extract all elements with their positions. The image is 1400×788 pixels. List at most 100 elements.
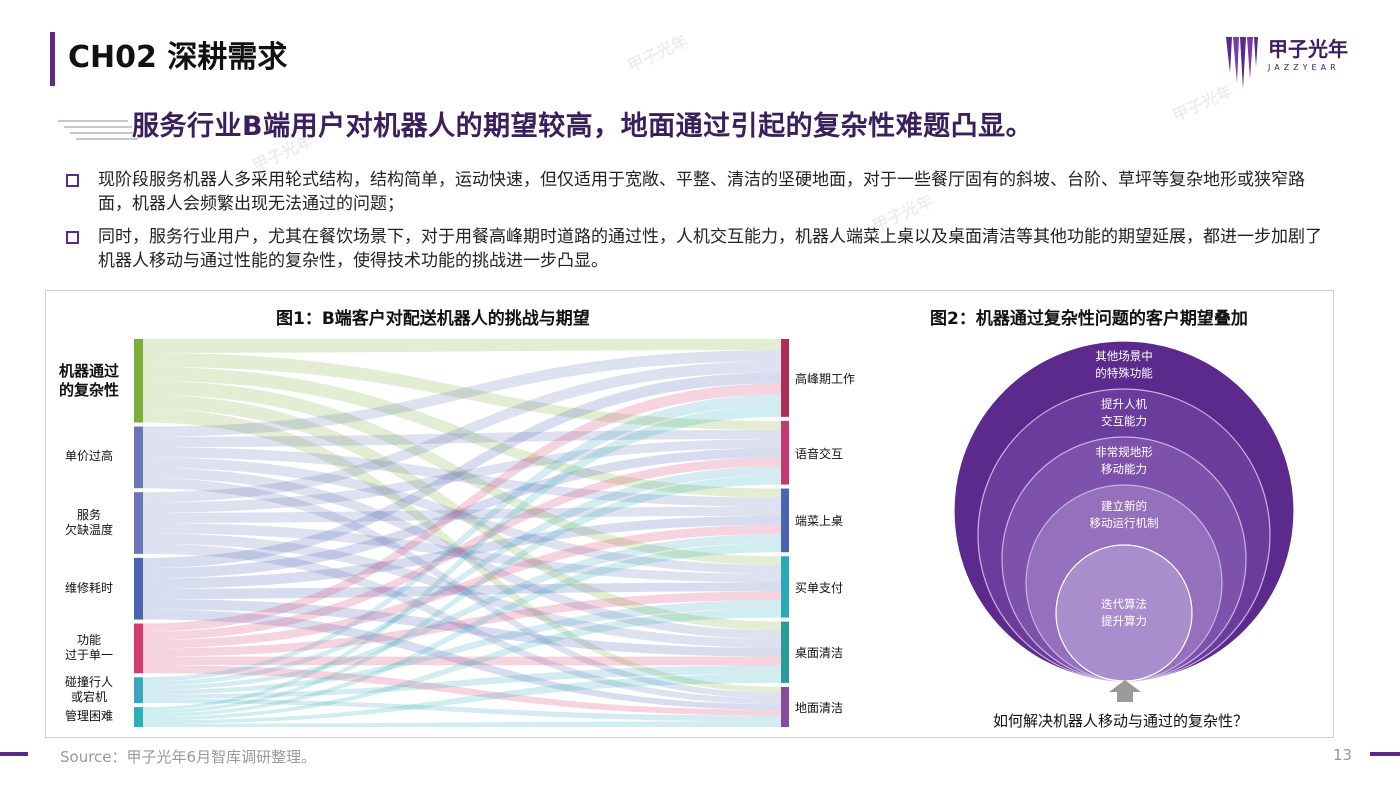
- sankey-target-label: 桌面清洁: [795, 646, 844, 661]
- sankey-target-label: 地面清洁: [795, 700, 844, 715]
- sankey-diagram: [134, 339, 789, 727]
- sankey-flow: [143, 408, 781, 693]
- expectation-layer-label: 迭代算法 提升算力: [1101, 597, 1147, 628]
- sankey-source-label: 管理困难: [64, 709, 113, 724]
- sankey-flow: [143, 439, 781, 513]
- sankey-flow: [143, 591, 781, 657]
- sankey-flow: [143, 608, 781, 721]
- sankey-flow: [143, 447, 781, 507]
- sankey-target-node: [781, 556, 789, 618]
- source-note: Source：甲子光年6月智库调研整理。: [60, 748, 317, 766]
- sankey-source-label: 功能 过于单一: [64, 633, 113, 663]
- sankey-source-label: 单价过高: [64, 449, 113, 464]
- expectation-layer-label: 提升人机 交互能力: [1101, 397, 1147, 428]
- sankey-target-node: [781, 686, 789, 727]
- sankey-flow: [143, 665, 781, 699]
- expectation-layer-label: 其他场景中 的特殊功能: [1095, 349, 1153, 380]
- sankey-flow: [143, 582, 781, 599]
- sankey-source-label: 机器通过 的复杂性: [58, 361, 119, 399]
- sankey-flow: [143, 380, 781, 565]
- sankey-flow: [143, 598, 781, 657]
- sankey-flow: [143, 383, 781, 632]
- square-bullet-icon: [66, 231, 79, 244]
- sankey-flow: [143, 534, 781, 691]
- sankey-flow: [143, 674, 781, 724]
- sankey-flow: [143, 600, 781, 695]
- watermark: 甲子光年: [624, 31, 691, 76]
- sankey-source-node: [134, 677, 143, 704]
- sankey-flow: [143, 506, 781, 524]
- sankey-target-node: [781, 621, 789, 683]
- sankey-flow: [143, 405, 781, 711]
- sankey-flow: [143, 366, 781, 498]
- sankey-source-label: 维修耗时: [64, 580, 113, 595]
- sankey-flow: [143, 350, 781, 437]
- sankey-flow: [143, 372, 781, 569]
- bullet-text: 现阶段服务机器人多采用轮式结构，结构简单，运动快速，但仅适用于宽敞、平整、清洁的…: [98, 170, 1305, 214]
- bullet-item: 同时，服务行业用户，尤其在餐饮场景下，对于用餐高峰期时道路的通过性，人机交互能力…: [66, 225, 1336, 273]
- sankey-flow: [143, 524, 781, 649]
- bullet-list: 现阶段服务机器人多采用轮式结构，结构简单，运动快速，但仅适用于宽敞、平整、清洁的…: [66, 168, 1336, 282]
- sankey-flow: [143, 429, 781, 448]
- headline: 服务行业B端用户对机器人的期望较高，地面通过引起的复杂性难题凸显。: [132, 111, 1034, 142]
- nested-circles-diagram: [953, 340, 1295, 682]
- figure1-title: 图1：B端客户对配送机器人的挑战与期望: [276, 309, 590, 329]
- sankey-target-node: [781, 488, 789, 553]
- sankey-target-label: 买单支付: [795, 580, 844, 595]
- page-number: 13: [1333, 746, 1353, 764]
- sankey-target-node: [781, 339, 789, 417]
- chapter-accent-bar: [50, 32, 55, 86]
- sankey-source-node: [134, 557, 143, 620]
- sankey-source-node: [134, 492, 143, 554]
- footer-accent-left: [0, 752, 28, 756]
- up-arrow-icon: [1109, 680, 1141, 702]
- sankey-target-label: 高峰期工作: [795, 371, 856, 386]
- sankey-flow: [143, 477, 781, 699]
- sankey-source-label: 服务 欠缺温度: [64, 508, 113, 538]
- brand-logo-english: JAZZYEAR: [1268, 63, 1340, 72]
- sankey-flow: [143, 543, 781, 718]
- sankey-flow: [143, 523, 781, 583]
- sankey-flow: [143, 394, 781, 631]
- sankey-flow: [143, 361, 781, 503]
- sankey-flow: [143, 543, 781, 705]
- sankey-flow: [143, 533, 781, 648]
- sankey-target-label: 端菜上桌: [795, 514, 844, 529]
- expectation-layer-label: 建立新的 移动运行机制: [1089, 499, 1159, 530]
- sankey-flow: [143, 475, 781, 714]
- sankey-flow: [143, 656, 781, 666]
- bullet-item: 现阶段服务机器人多采用轮式结构，结构简单，运动快速，但仅适用于宽敞、平整、清洁的…: [66, 168, 1336, 216]
- sankey-source-node: [134, 339, 143, 423]
- footer-accent-right: [1370, 752, 1400, 756]
- sankey-flow: [143, 466, 781, 686]
- brand-logo-name: 甲子光年: [1268, 37, 1348, 61]
- figure-panel: 图1：B端客户对配送机器人的挑战与期望 图2：机器通过复杂性问题的客户期望叠加 …: [45, 290, 1334, 738]
- sankey-source-node: [134, 623, 143, 674]
- sankey-flow: [143, 339, 781, 353]
- chapter-title: CH02 深耕需求: [68, 40, 288, 75]
- sankey-flow: [143, 664, 781, 716]
- sankey-flow: [143, 609, 781, 710]
- sankey-target-node: [781, 420, 789, 485]
- sankey-flow: [143, 457, 781, 574]
- sankey-flow: [143, 457, 781, 641]
- bullet-text: 同时，服务行业用户，尤其在餐饮场景下，对于用餐高峰期时道路的通过性，人机交互能力…: [98, 227, 1322, 271]
- square-bullet-icon: [66, 174, 79, 187]
- figure2-question: 如何解决机器人移动与通过的复杂性？: [993, 712, 1249, 730]
- sankey-target-label: 语音交互: [795, 446, 844, 461]
- figure2-title: 图2：机器通过复杂性问题的客户期望叠加: [930, 309, 1248, 329]
- sankey-flow: [143, 352, 781, 430]
- brand-logo-icon: [1226, 37, 1258, 89]
- headline-decoration: [58, 120, 138, 140]
- sankey-flow: [143, 448, 781, 579]
- expectation-layer-label: 非常规地形 移动能力: [1095, 445, 1153, 476]
- sankey-flow: [143, 721, 781, 727]
- sankey-flow: [143, 698, 781, 722]
- sankey-source-node: [134, 707, 143, 727]
- sankey-flow: [143, 467, 781, 640]
- sankey-flow: [143, 515, 781, 589]
- sankey-source-label: 碰撞行人 或宕机: [64, 675, 113, 705]
- brand-logo: 甲子光年 JAZZYEAR: [1224, 33, 1394, 93]
- sankey-flow: [143, 394, 781, 682]
- sankey-source-node: [134, 426, 143, 489]
